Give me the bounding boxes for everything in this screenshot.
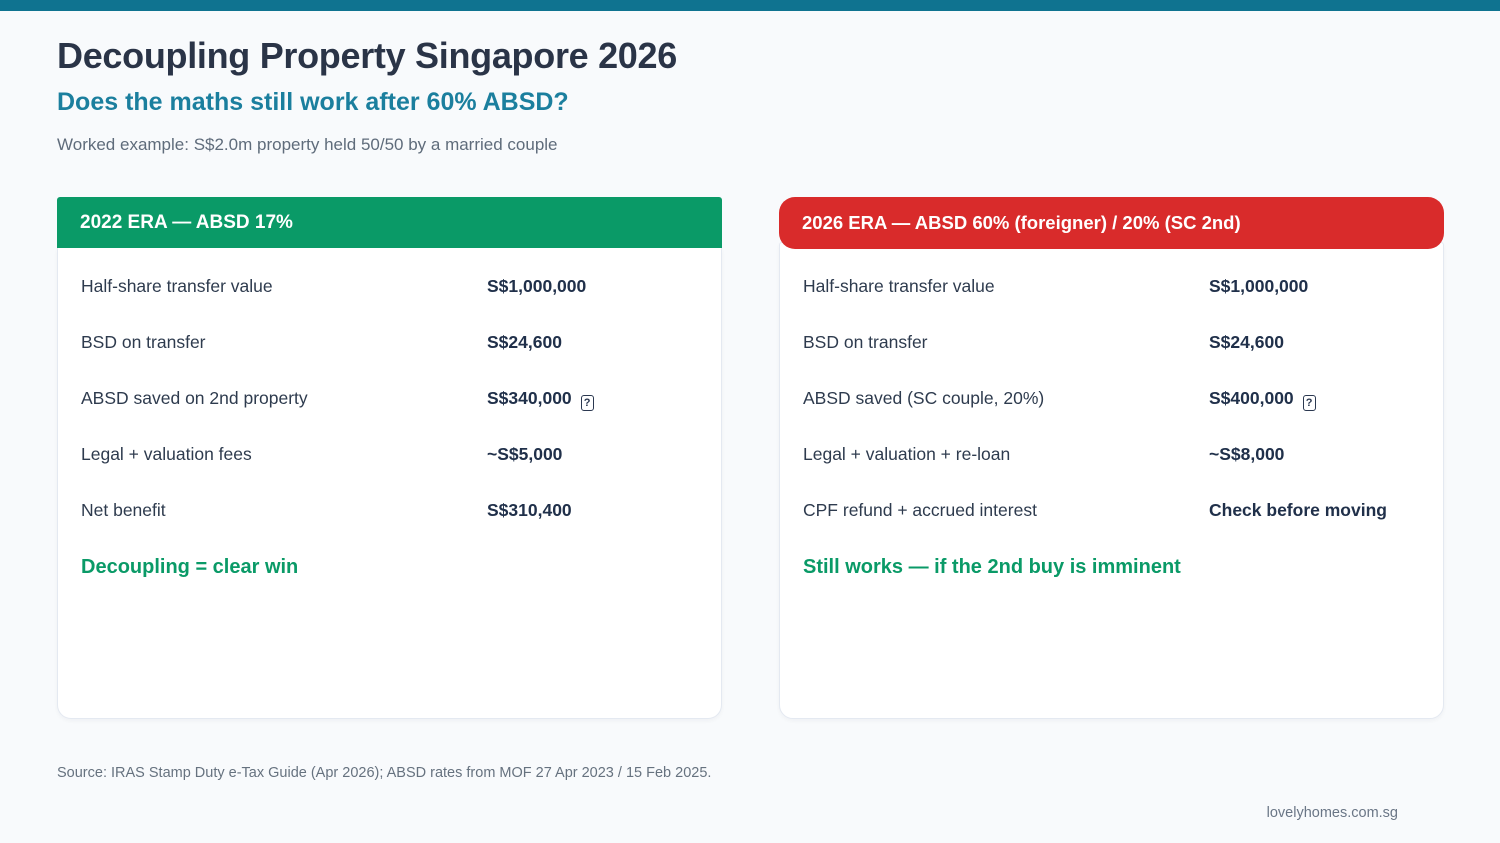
source-note: Source: IRAS Stamp Duty e-Tax Guide (Apr… (57, 765, 712, 781)
row-value-text: S$340,000 (487, 388, 572, 408)
row-value: ~S$8,000 (1209, 444, 1285, 464)
row-value: ~S$5,000 (487, 444, 563, 464)
card-2026-body (779, 242, 1444, 719)
verdict-2022: Decoupling = clear win (81, 556, 299, 578)
card-2022-era: 2022 ERA — ABSD 17% Half-share transfer … (57, 197, 722, 719)
row-value-text: S$400,000 (1209, 388, 1294, 408)
card-2022-body (57, 248, 722, 719)
card-2022-rows: Half-share transfer value S$1,000,000 BS… (81, 248, 698, 579)
row-value: Check before moving (1209, 500, 1387, 520)
card-2026-era: 2026 ERA — ABSD 60% (foreigner) / 20% (S… (779, 197, 1444, 719)
page-title: Decoupling Property Singapore 2026 (57, 35, 677, 76)
table-row: BSD on transfer S$24,600 (803, 332, 1420, 355)
row-label: Legal + valuation fees (81, 444, 252, 464)
comparison-cards: 2022 ERA — ABSD 17% Half-share transfer … (57, 197, 1444, 719)
row-label: BSD on transfer (803, 332, 928, 352)
row-value: S$340,000? (487, 388, 594, 411)
table-row: ABSD saved on 2nd property S$340,000? (81, 388, 698, 411)
row-label: Half-share transfer value (81, 276, 273, 296)
row-value: S$400,000? (1209, 388, 1316, 411)
row-label: ABSD saved on 2nd property (81, 388, 308, 408)
table-row: CPF refund + accrued interest Check befo… (803, 500, 1420, 523)
table-row: ABSD saved (SC couple, 20%) S$400,000? (803, 388, 1420, 411)
row-value: S$310,400 (487, 500, 572, 520)
table-row: Half-share transfer value S$1,000,000 (803, 276, 1420, 299)
site-credit: lovelyhomes.com.sg (1266, 805, 1398, 821)
row-label: Half-share transfer value (803, 276, 995, 296)
card-2022-header: 2022 ERA — ABSD 17% (57, 197, 722, 248)
row-label: Net benefit (81, 500, 166, 520)
table-row: Half-share transfer value S$1,000,000 (81, 276, 698, 299)
card-2026-rows: Half-share transfer value S$1,000,000 BS… (803, 248, 1420, 579)
table-row: Legal + valuation + re-loan ~S$8,000 (803, 444, 1420, 467)
table-row: BSD on transfer S$24,600 (81, 332, 698, 355)
row-value: S$24,600 (487, 332, 562, 352)
row-label: Legal + valuation + re-loan (803, 444, 1011, 464)
row-label: BSD on transfer (81, 332, 206, 352)
row-label: ABSD saved (SC couple, 20%) (803, 388, 1045, 408)
page-subtitle: Does the maths still work after 60% ABSD… (57, 88, 569, 116)
row-value: S$1,000,000 (1209, 276, 1309, 296)
verdict-2026: Still works — if the 2nd buy is imminent (803, 556, 1181, 578)
table-row: Legal + valuation fees ~S$5,000 (81, 444, 698, 467)
row-value: S$24,600 (1209, 332, 1284, 352)
card-2026-header: 2026 ERA — ABSD 60% (foreigner) / 20% (S… (779, 197, 1444, 249)
table-row: Net benefit S$310,400 (81, 500, 698, 523)
row-value: S$1,000,000 (487, 276, 587, 296)
missing-glyph-icon: ? (1302, 395, 1316, 411)
top-accent-bar (0, 0, 1500, 11)
missing-glyph-icon: ? (580, 395, 594, 411)
worked-example-note: Worked example: S$2.0m property held 50/… (57, 135, 558, 154)
row-label: CPF refund + accrued interest (803, 500, 1037, 520)
